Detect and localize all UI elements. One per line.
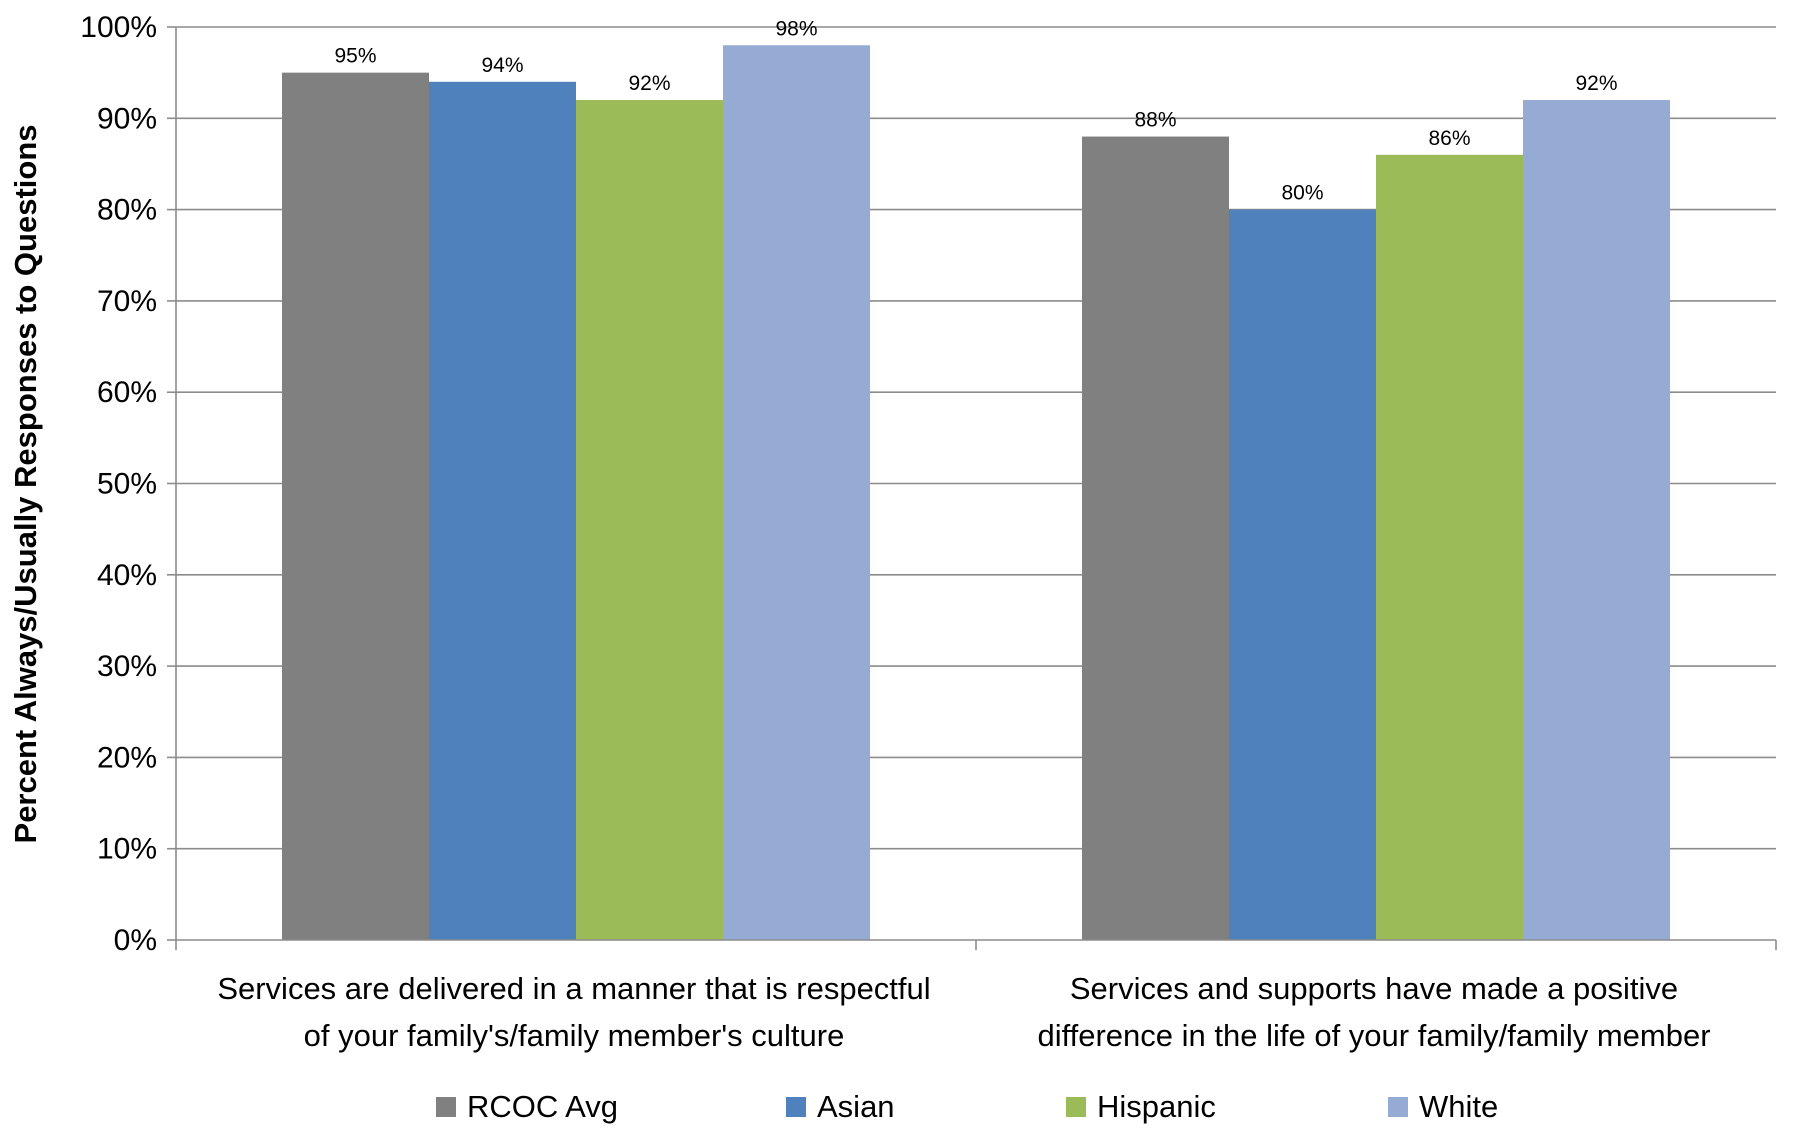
y-tick-label: 80% xyxy=(97,194,157,227)
bars xyxy=(282,45,1670,941)
y-tick-label: 40% xyxy=(97,559,157,592)
bar xyxy=(282,72,429,940)
x-category-label-line: Services are delivered in a manner that … xyxy=(217,971,930,1006)
bar xyxy=(576,100,723,941)
legend-swatch xyxy=(436,1097,456,1117)
x-category-label-line: of your family's/family member's culture xyxy=(304,1018,845,1053)
x-category-label: Services and supports have made a positi… xyxy=(1037,971,1710,1053)
data-label: 92% xyxy=(1575,72,1617,95)
legend-label: Hispanic xyxy=(1097,1089,1216,1124)
y-tick-label: 10% xyxy=(97,833,157,866)
data-label: 98% xyxy=(775,17,817,40)
legend-swatch xyxy=(786,1097,806,1117)
y-tick-label: 30% xyxy=(97,650,157,683)
data-labels: 95% 94% 92% 98% 88% 80% 86% 92% xyxy=(334,17,1617,204)
data-label: 80% xyxy=(1281,182,1323,205)
x-category-label: Services are delivered in a manner that … xyxy=(217,971,930,1053)
y-tick-label: 60% xyxy=(97,376,157,409)
legend: RCOC Avg Asian Hispanic White xyxy=(436,1089,1498,1124)
bar xyxy=(429,81,576,940)
legend-label: White xyxy=(1419,1089,1498,1124)
bar xyxy=(1523,100,1670,941)
y-tick-label: 90% xyxy=(97,102,157,135)
y-tick-label: 0% xyxy=(114,924,157,957)
y-tick-label: 20% xyxy=(97,741,157,774)
y-tick-labels: 0% 10% 20% 30% 40% 50% 60% 70% 80% 90% 100% xyxy=(80,11,157,957)
x-category-labels: Services are delivered in a manner that … xyxy=(217,971,1710,1053)
data-label: 92% xyxy=(628,72,670,95)
data-label: 86% xyxy=(1428,127,1470,150)
legend-swatch xyxy=(1388,1097,1408,1117)
y-tick-label: 70% xyxy=(97,285,157,318)
data-label: 95% xyxy=(334,45,376,68)
y-tick-label: 100% xyxy=(80,11,157,44)
axes xyxy=(167,26,1777,950)
y-axis-title: Percent Always/Usually Responses to Ques… xyxy=(8,125,43,844)
bar xyxy=(1229,209,1376,941)
bar xyxy=(1082,136,1229,940)
y-tick-label: 50% xyxy=(97,468,157,501)
data-label: 94% xyxy=(481,54,523,77)
legend-label: RCOC Avg xyxy=(467,1089,618,1124)
data-label: 88% xyxy=(1134,109,1176,132)
legend-swatch xyxy=(1066,1097,1086,1117)
x-category-label-line: Services and supports have made a positi… xyxy=(1070,971,1678,1006)
legend-label: Asian xyxy=(817,1089,895,1124)
x-category-label-line: difference in the life of your family/fa… xyxy=(1037,1018,1710,1053)
bar xyxy=(1376,154,1523,940)
bar xyxy=(723,45,870,940)
